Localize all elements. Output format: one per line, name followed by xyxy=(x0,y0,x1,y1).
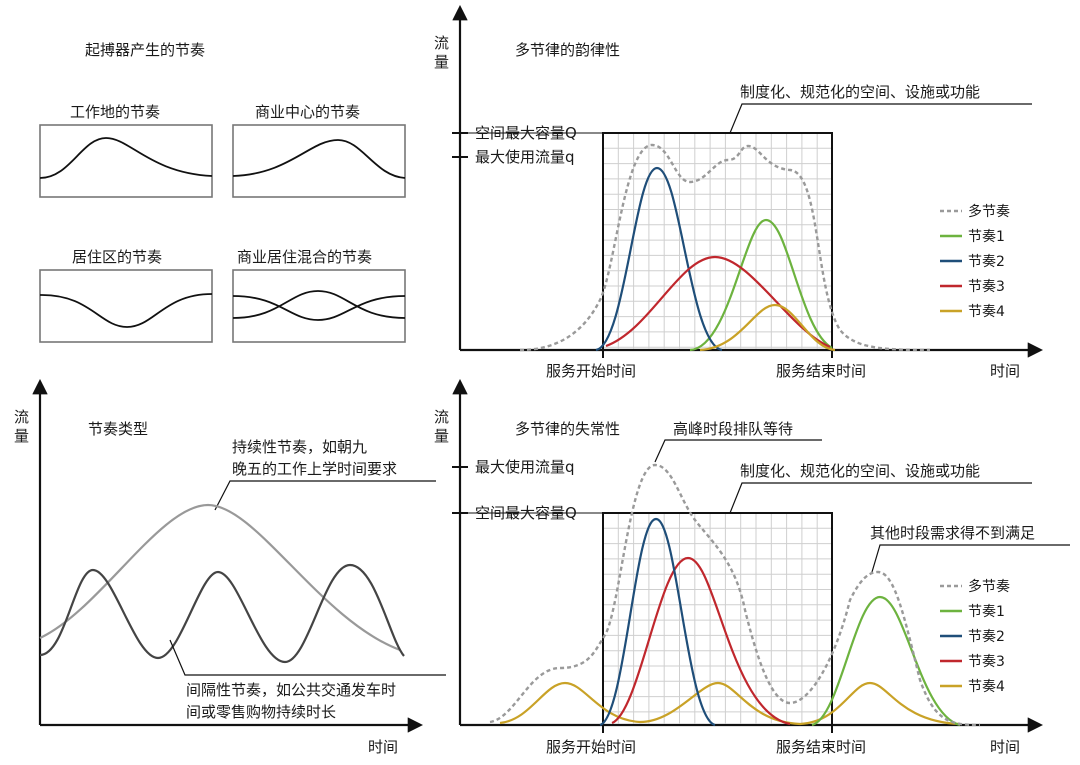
bl-intermittent-leader xyxy=(169,639,446,676)
br-legend-multi: 多节奏 xyxy=(968,578,1010,595)
br-Q-label: 空间最大容量Q xyxy=(475,504,577,522)
tr-ylabel-1: 流 xyxy=(434,34,449,52)
br-facility-box xyxy=(602,512,833,726)
br-other-label: 其他时段需求得不到满足 xyxy=(870,524,1035,542)
bl-continuous-label-2: 晚五的工作上学时间要求 xyxy=(232,460,397,478)
tr-box-leader xyxy=(729,103,1032,134)
tr-grid xyxy=(603,133,832,350)
tr-box-label: 制度化、规范化的空间、设施或功能 xyxy=(740,83,980,101)
br-multi-rhythm-curve xyxy=(489,463,981,727)
tr-multi-rhythm-curve xyxy=(519,143,931,352)
residential-rhythm-curve xyxy=(39,293,213,328)
br-legend-4: 节奏4 xyxy=(968,679,1005,695)
bl-intermittent-curve xyxy=(39,563,405,664)
br-legend-3: 节奏3 xyxy=(968,654,1005,670)
tr-rhythm-3-curve xyxy=(605,255,831,349)
rhythm-types-panel: 流 量 节奏类型 持续性节奏，如朝九 晚五的工作上学时间要求 间隔性节奏，如公共… xyxy=(14,378,446,756)
residential-rhythm-label: 居住区的节奏 xyxy=(72,248,162,266)
pacemaker-title: 起搏器产生的节奏 xyxy=(85,41,205,59)
tr-end-label: 服务结束时间 xyxy=(776,362,866,380)
br-legend-2: 节奏2 xyxy=(968,629,1005,645)
br-rhythm-2-curve xyxy=(599,517,716,727)
residential-rhythm-box xyxy=(39,269,213,343)
bl-title: 节奏类型 xyxy=(88,420,148,438)
br-legend-1: 节奏1 xyxy=(968,604,1005,620)
br-ylabel-2: 量 xyxy=(434,427,449,445)
bl-continuous-leader xyxy=(214,480,436,511)
tr-legend: 多节奏 节奏1 节奏2 节奏3 节奏4 xyxy=(940,203,1010,320)
workplace-rhythm-box xyxy=(39,124,213,198)
rhythmic-panel: 流 量 多节律的韵律性 制度化、规范化的空间、设施或功能 空间最大容量Q 最大使… xyxy=(434,4,1044,380)
bl-intermittent-label-1: 间隔性节奏，如公共交通发车时 xyxy=(186,681,396,699)
bl-ylabel-1: 流 xyxy=(14,408,29,426)
tr-legend-multi: 多节奏 xyxy=(968,203,1010,220)
br-box-label: 制度化、规范化的空间、设施或功能 xyxy=(740,462,980,480)
tr-x-label: 时间 xyxy=(990,362,1020,380)
mixed-rhythm-label: 商业居住混合的节奏 xyxy=(237,248,372,266)
br-end-label: 服务结束时间 xyxy=(776,738,866,756)
tr-rhythm-4-curve xyxy=(699,303,836,352)
bl-continuous-label-1: 持续性节奏，如朝九 xyxy=(232,438,367,456)
tr-q-label: 最大使用流量q xyxy=(475,148,575,166)
bl-continuous-curve xyxy=(39,503,401,652)
tr-title: 多节律的韵律性 xyxy=(515,41,620,59)
mixed-rhythm-box xyxy=(232,269,406,343)
br-rhythm-1-curve xyxy=(811,595,961,727)
br-peak-label: 高峰时段排队等待 xyxy=(673,420,793,438)
br-rhythm-3-curve xyxy=(611,556,791,726)
bl-x-label: 时间 xyxy=(368,738,398,756)
tr-ylabel-2: 量 xyxy=(434,53,449,71)
workplace-rhythm-curve xyxy=(39,137,213,179)
br-grid xyxy=(603,513,832,725)
tr-legend-1: 节奏1 xyxy=(968,229,1005,245)
br-box-leader xyxy=(729,482,1032,514)
br-ylabel-1: 流 xyxy=(434,408,449,426)
tr-legend-2: 节奏2 xyxy=(968,254,1005,270)
br-start-label: 服务开始时间 xyxy=(546,738,636,756)
commercial-rhythm-curve xyxy=(232,139,406,179)
abnormal-panel: 流 量 多节律的失常性 高峰时段排队等待 制度化、规范化的空间、设施或功能 其他… xyxy=(434,378,1070,756)
tr-facility-box xyxy=(602,132,833,351)
tr-legend-4: 节奏4 xyxy=(968,304,1005,320)
commercial-rhythm-box xyxy=(232,124,406,198)
tr-Q-label: 空间最大容量Q xyxy=(475,124,577,142)
bl-intermittent-label-2: 间或零售购物持续时长 xyxy=(186,703,336,721)
br-q-label: 最大使用流量q xyxy=(475,458,575,476)
tr-start-label: 服务开始时间 xyxy=(546,362,636,380)
br-legend: 多节奏 节奏1 节奏2 节奏3 节奏4 xyxy=(940,578,1010,695)
pacemaker-panel: 起搏器产生的节奏 工作地的节奏 商业中心的节奏 居住区的节奏 商业居住混合的节奏 xyxy=(39,41,406,343)
br-title: 多节律的失常性 xyxy=(515,420,620,438)
mixed-rhythm-curve-a xyxy=(232,295,406,321)
commercial-rhythm-label: 商业中心的节奏 xyxy=(255,103,360,121)
tr-rhythm-1-curve xyxy=(689,218,833,352)
br-other-leader xyxy=(871,544,1070,573)
workplace-rhythm-label: 工作地的节奏 xyxy=(70,103,160,121)
tr-rhythm-2-curve xyxy=(595,166,723,352)
mixed-rhythm-curve-b xyxy=(232,290,406,319)
br-rhythm-4-curve xyxy=(499,681,961,726)
tr-legend-3: 节奏3 xyxy=(968,279,1005,295)
bl-ylabel-2: 量 xyxy=(14,427,29,445)
br-x-label: 时间 xyxy=(990,738,1020,756)
br-peak-leader xyxy=(654,439,822,463)
